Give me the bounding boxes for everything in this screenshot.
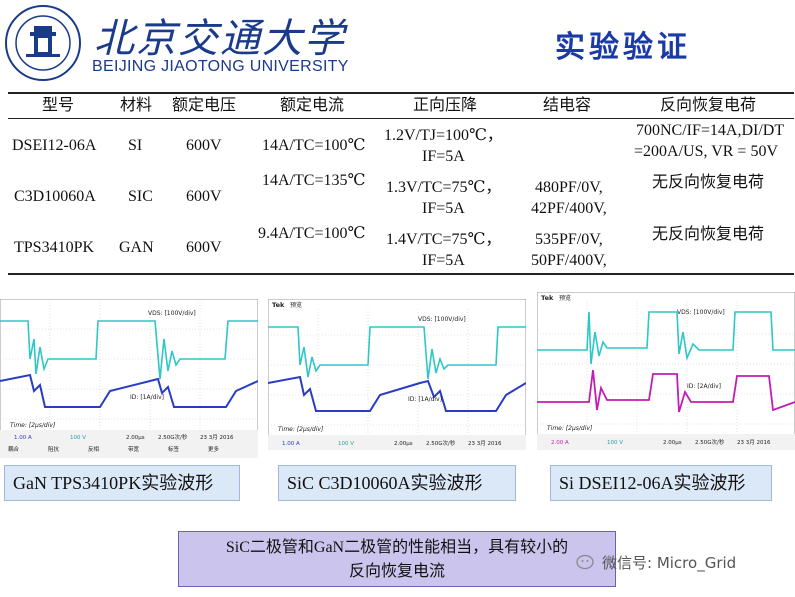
caption-sic: SiC C3D10060A实验波形 <box>278 465 516 501</box>
cell-qrr-1: 无反向恢复电荷 <box>652 174 765 191</box>
scope-ch2: 100 V <box>70 435 86 441</box>
caption-gan: GaN TPS3410PK实验波形 <box>4 465 240 501</box>
scope-menu-item: 标签 <box>168 445 180 453</box>
cell-material: SI <box>128 137 143 154</box>
header-model: 型号 <box>42 95 75 114</box>
cell-qrr-1: 700NC/IF=14A,DI/DT <box>636 122 785 139</box>
header-current: 额定电流 <box>280 95 345 114</box>
scope-ch2: 100 V <box>607 440 623 446</box>
scope-ch1: 2.00 A <box>551 440 569 446</box>
scope-vlabel: VDS: [100V/div] <box>148 310 196 317</box>
scope-time-label: Time: [2μs/div] <box>278 426 324 433</box>
university-name-cn: 北京交通大学 <box>94 16 346 62</box>
university-name-en: BEIJING JIAOTONG UNIVERSITY <box>92 58 349 75</box>
wechat-icon <box>576 554 594 570</box>
scope-date: 23 3月 2016 <box>468 440 502 447</box>
scope-vlabel: VDS: [100V/div] <box>418 316 466 323</box>
university-seal-logo <box>5 5 81 81</box>
scope-timebase: 2.00μs <box>394 441 413 447</box>
scope-rate: 2.50G次/秒 <box>158 433 188 441</box>
scope-rate: 2.50G次/秒 <box>426 439 456 447</box>
scope-ilabel: ID: [2A/div] <box>687 383 721 390</box>
scope-menu-item: 耦合 <box>8 445 20 453</box>
cell-qrr-1: 无反向恢复电荷 <box>652 226 765 243</box>
scope-menu-item: 阻抗 <box>48 445 60 453</box>
header-capacitance: 结电容 <box>543 95 592 114</box>
scope-brand: Tek <box>272 301 285 309</box>
cell-model: TPS3410PK <box>14 239 95 256</box>
cell-vf-2: IF=5A <box>422 200 465 217</box>
table-bottom-rule <box>8 273 794 275</box>
scope-gan: VDS: [100V/div] ID: [1A/div] Time: [2μs/… <box>0 299 258 458</box>
cell-current: 9.4A/TC=100℃ <box>258 225 366 242</box>
scope-date: 23 3月 2016 <box>737 439 771 446</box>
cell-cap-1: 480PF/0V, <box>535 179 603 196</box>
table-top-rule <box>8 92 794 94</box>
cell-voltage: 600V <box>186 239 222 256</box>
header-material: 材料 <box>120 95 153 114</box>
scope-time-label: Time: [2μs/div] <box>547 425 593 432</box>
scope-ch1: 1.00 A <box>282 441 300 447</box>
cell-voltage: 600V <box>186 188 222 205</box>
cell-cap-1: 535PF/0V, <box>535 231 603 248</box>
scope-si: Tek 预览 VDS: [100V/div] ID: [2A/div] Time… <box>537 292 795 450</box>
scope-menu-item: 带宽 <box>128 445 140 453</box>
scope-sic: Tek 预览 VDS: [100V/div] ID: [1A/div] Time… <box>268 299 526 450</box>
scope-rate: 2.50G次/秒 <box>695 438 725 446</box>
scope-menu-item: 更多 <box>208 445 220 453</box>
scope-ch2: 100 V <box>338 441 354 447</box>
slide-title: 实验验证 <box>555 30 691 65</box>
watermark-text: 微信号: Micro_Grid <box>602 554 737 572</box>
header-reverse-recovery: 反向恢复电荷 <box>660 95 757 114</box>
cell-voltage: 600V <box>186 137 222 154</box>
conclusion-box: SiC二极管和GaN二极管的性能相当，具有较小的 反向恢复电流 <box>178 531 616 587</box>
scope-brand: Tek <box>541 294 554 302</box>
cell-vf-1: 1.2V/TJ=100℃， <box>384 127 503 144</box>
table-header-rule <box>8 118 794 119</box>
conclusion-line-1: SiC二极管和GaN二极管的性能相当，具有较小的 <box>225 539 569 556</box>
scope-vlabel: VDS: [100V/div] <box>677 309 725 316</box>
header-voltage: 额定电压 <box>172 95 237 114</box>
scope-ilabel: ID: [1A/div] <box>130 394 164 401</box>
cell-vf-2: IF=5A <box>422 148 465 165</box>
caption-si: Si DSEI12-06A实验波形 <box>550 465 772 501</box>
cell-material: SIC <box>128 188 153 205</box>
cell-material: GAN <box>119 239 154 256</box>
cell-model: C3D10060A <box>14 188 96 205</box>
scope-date: 23 3月 2016 <box>200 434 234 441</box>
cell-cap-2: 50PF/400V, <box>531 252 607 269</box>
cell-cap-2: 42PF/400V, <box>531 200 607 217</box>
cell-current: 14A/TC=135℃ <box>262 172 366 189</box>
header-forward-voltage: 正向压降 <box>413 95 478 114</box>
scope-mode: 预览 <box>559 294 571 302</box>
scope-ch1: 1.00 A <box>14 435 32 441</box>
scope-mode: 预览 <box>290 301 302 309</box>
scope-menu-item: 反相 <box>88 445 100 453</box>
cell-vf-1: 1.3V/TC=75℃， <box>386 179 502 196</box>
scope-timebase: 2.00μs <box>126 435 145 441</box>
scope-timebase: 2.00μs <box>663 440 682 446</box>
cell-current: 14A/TC=100℃ <box>262 137 366 154</box>
cell-vf-2: IF=5A <box>422 252 465 269</box>
cell-qrr-2: =200A/US, VR = 50V <box>634 143 778 160</box>
cell-vf-1: 1.4V/TC=75℃， <box>386 231 502 248</box>
scope-time-label: Time: [2μs/div] <box>10 422 56 429</box>
cell-model: DSEI12-06A <box>12 137 97 154</box>
scope-ilabel: ID: [1A/div] <box>408 396 442 403</box>
conclusion-line-2: 反向恢复电流 <box>348 563 445 580</box>
